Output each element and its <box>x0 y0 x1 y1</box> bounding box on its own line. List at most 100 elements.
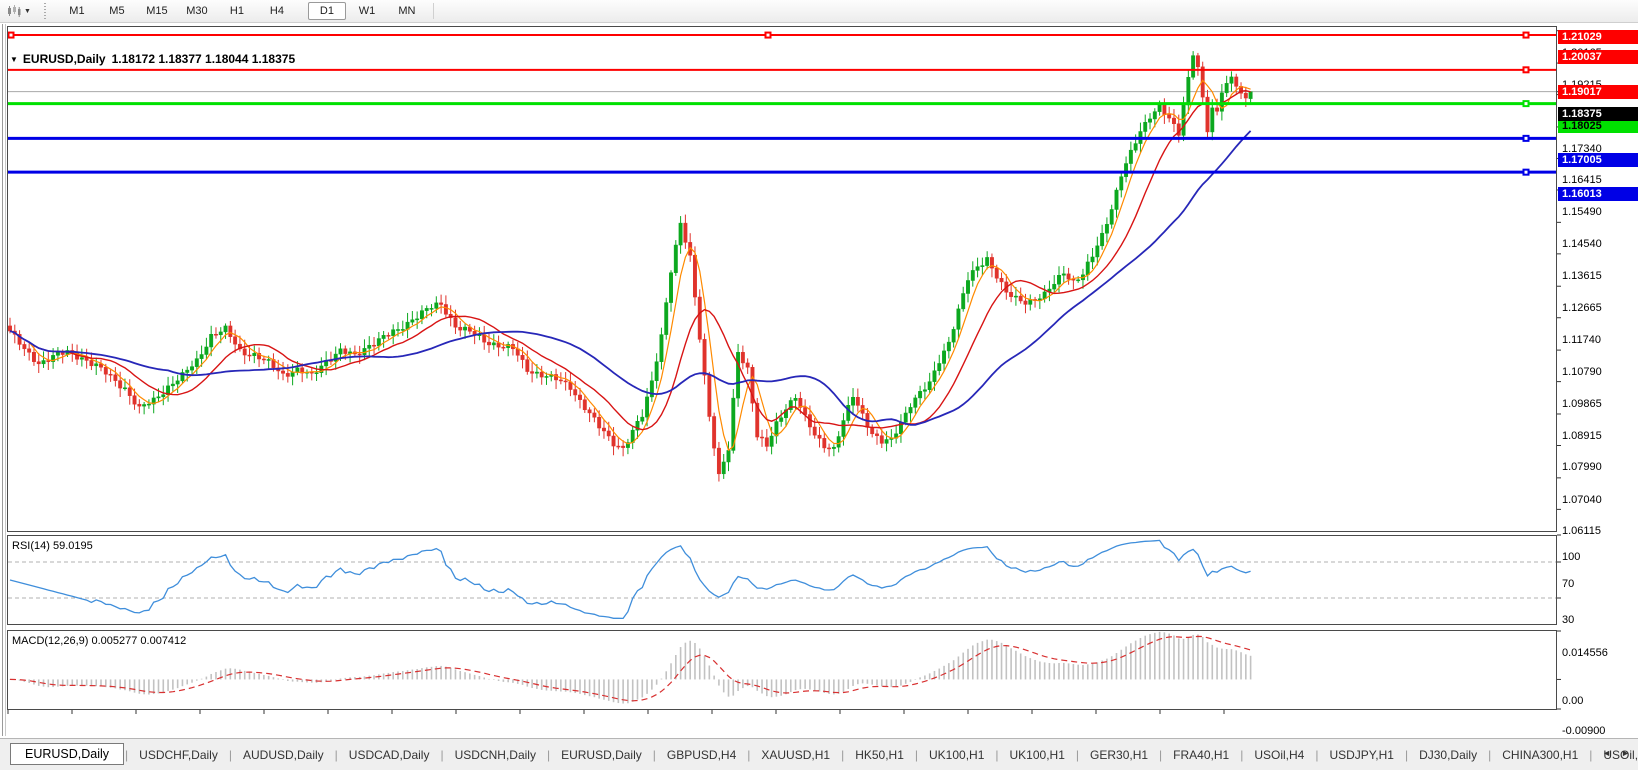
chart-tab-17[interactable]: USOil,H1 <box>1603 747 1638 762</box>
moving-average-34 <box>9 130 1252 426</box>
chart-tab-3[interactable]: USDCAD,Daily <box>348 747 430 762</box>
candlestick-series <box>8 51 1253 482</box>
chart-tab-0[interactable]: EURUSD,Daily <box>10 742 125 765</box>
timeframe-button-mn[interactable]: MN <box>398 5 416 17</box>
rsi-line <box>9 539 1251 620</box>
chart-tab-8[interactable]: HK50,H1 <box>855 747 904 762</box>
tab-separator: | <box>546 747 551 762</box>
chart-type-button[interactable]: ▼ <box>4 4 34 19</box>
tab-separator: | <box>995 747 999 762</box>
timeframe-toolbar: ▼ M1 M5 M15 M30 H1 H4 D1 W1 MN <box>0 0 1638 23</box>
chart-symbol-label: EURUSD,Daily <box>22 52 106 66</box>
chart-tab-6[interactable]: GBPUSD,H4 <box>666 747 737 762</box>
chart-tab-16[interactable]: CHINA300,H1 <box>1502 747 1579 762</box>
horizontal-line-1.16013[interactable] <box>8 168 1557 176</box>
tab-scroll-left-icon[interactable]: ◄ <box>1602 748 1612 758</box>
y-axis-tick-label: 1.15490 <box>1562 205 1602 218</box>
rsi-scale-label: 30 <box>1562 614 1575 626</box>
price-line-label: 1.18025 <box>1558 118 1638 133</box>
toolbar-drag-handle[interactable] <box>43 3 49 19</box>
timeframe-button-w1[interactable]: W1 <box>358 5 376 17</box>
chart-tab-15[interactable]: DJ30,Daily <box>1419 747 1478 762</box>
timeframe-button-d1[interactable]: D1 <box>307 2 346 20</box>
chart-tab-13[interactable]: USOil,H4 <box>1254 747 1305 762</box>
y-axis-tick-label: 1.14540 <box>1562 238 1602 251</box>
chart-tab-7[interactable]: XAUUSD,H1 <box>761 747 831 762</box>
chart-ohlc-values: 1.18172 1.18377 1.18044 1.18375 <box>111 52 296 66</box>
current-price-label: 1.18375 <box>1558 106 1638 121</box>
price-line-label: 1.21029 <box>1558 30 1638 44</box>
chart-tabs: EURUSD,Daily | USDCHF,Daily | AUDUSD,Daily | U… <box>0 742 1638 766</box>
timeframe-button-m1[interactable]: M1 <box>69 5 85 17</box>
tab-separator: | <box>228 747 232 762</box>
tab-separator: | <box>1589 747 1593 762</box>
chart-tab-11[interactable]: GER30,H1 <box>1090 747 1149 762</box>
y-axis-tick-label: 1.07040 <box>1562 493 1602 506</box>
candlestick-chart-icon <box>7 4 21 18</box>
chart-tab-bar: EURUSD,Daily | USDCHF,Daily | AUDUSD,Daily | U… <box>0 738 1638 770</box>
tab-separator: | <box>440 747 444 762</box>
horizontal-line-1.19017[interactable] <box>8 66 1557 74</box>
timeframe-button-m30[interactable]: M30 <box>186 5 208 17</box>
y-axis-tick-label: 1.11740 <box>1562 333 1601 346</box>
y-axis-tick-label: 1.13615 <box>1562 269 1602 282</box>
macd-scale-label: -0.00900 <box>1562 725 1606 737</box>
timeframe-button-m15[interactable]: M15 <box>146 5 168 17</box>
rsi-pane-border <box>7 535 1557 625</box>
y-axis-tick-label: 1.09865 <box>1562 397 1602 410</box>
chart-window: ▼ EURUSD,Daily 1.18172 1.18377 1.18044 1… <box>0 22 1638 756</box>
macd-histogram <box>9 631 1252 704</box>
tab-separator: | <box>1404 747 1409 762</box>
tab-separator: | <box>1075 747 1080 762</box>
rsi-scale-label: 100 <box>1562 551 1581 563</box>
tab-separator: | <box>1488 747 1492 762</box>
price-line-label: 1.19017 <box>1558 84 1638 99</box>
macd-scale-label: 0.00 <box>1562 695 1584 708</box>
y-axis-tick-label: 1.12665 <box>1562 302 1602 315</box>
y-axis-tick-label: 1.10790 <box>1562 366 1602 379</box>
chart-tab-12[interactable]: FRA40,H1 <box>1173 747 1230 762</box>
y-axis-tick-label: 1.16415 <box>1562 174 1602 187</box>
y-axis-tick-label: 1.17340 <box>1562 142 1602 155</box>
tab-separator: | <box>1240 747 1244 762</box>
timeframe-button-m5[interactable]: M5 <box>109 5 125 17</box>
rsi-scale-label: 70 <box>1562 578 1575 590</box>
rsi-indicator-label: RSI(14) 59.0195 <box>12 540 93 552</box>
tab-separator: | <box>1315 747 1319 762</box>
tab-separator: | <box>1159 747 1163 762</box>
macd-signal-line <box>9 635 1251 702</box>
timeframe-button-h1[interactable]: H1 <box>229 5 244 17</box>
tab-separator: | <box>914 747 919 762</box>
chart-tab-1[interactable]: USDCHF,Daily <box>139 747 218 762</box>
chart-tab-4[interactable]: USDCNH,Daily <box>454 747 536 762</box>
chart-plot[interactable] <box>0 22 1638 738</box>
moving-average-5 <box>9 79 1251 452</box>
chart-tab-10[interactable]: UK100,H1 <box>1009 747 1065 762</box>
chart-tab-2[interactable]: AUDUSD,Daily <box>242 747 324 762</box>
tab-separator: | <box>841 747 845 762</box>
price-line-label: 1.16013 <box>1558 187 1638 202</box>
dropdown-arrow-icon: ▼ <box>24 7 31 15</box>
chart-title: ▼ EURUSD,Daily 1.18172 1.18377 1.18044 1… <box>10 52 295 66</box>
macd-indicator-label: MACD(12,26,9) 0.005277 0.007412 <box>12 635 187 647</box>
horizontal-line-1.20037[interactable] <box>7 31 1558 39</box>
horizontal-line-1.17005[interactable] <box>8 134 1557 142</box>
y-axis-tick-label: 1.08915 <box>1562 429 1602 442</box>
chart-tab-9[interactable]: UK100,H1 <box>929 747 985 762</box>
chart-title-dropdown-icon[interactable]: ▼ <box>10 54 18 64</box>
horizontal-line-1.18025[interactable] <box>8 100 1557 108</box>
macd-pane-border <box>7 630 1557 710</box>
chart-tab-5[interactable]: EURUSD,Daily <box>561 747 642 762</box>
macd-scale-label: 0.014556 <box>1562 647 1608 659</box>
timeframe-buttons: M1 M5 M15 M30 H1 H4 D1 W1 MN <box>57 2 427 20</box>
tab-scroll-right-icon[interactable]: ► <box>1621 748 1630 758</box>
y-axis-tick-label: 1.07990 <box>1562 461 1602 474</box>
moving-average-13 <box>9 89 1251 431</box>
toolbar-separator <box>432 3 434 19</box>
chart-tab-14[interactable]: USDJPY,H1 <box>1329 747 1394 762</box>
timeframe-button-h4[interactable]: H4 <box>269 5 284 17</box>
price-axis[interactable]: 1.201651.192151.182901.173401.164151.154… <box>1558 30 1638 738</box>
tab-separator: | <box>334 747 338 762</box>
price-line-label: 1.17005 <box>1558 153 1638 168</box>
tab-separator: | <box>652 747 656 762</box>
